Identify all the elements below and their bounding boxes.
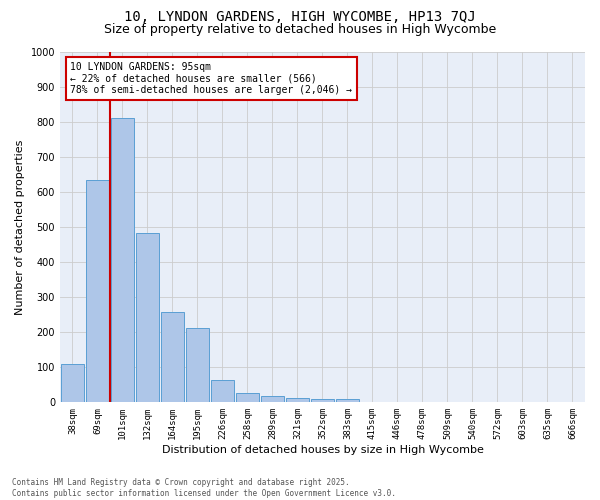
- Bar: [261, 396, 284, 402]
- Text: 10 LYNDON GARDENS: 95sqm
← 22% of detached houses are smaller (566)
78% of semi-: 10 LYNDON GARDENS: 95sqm ← 22% of detach…: [70, 62, 352, 95]
- Bar: [211, 380, 233, 402]
- Bar: [61, 364, 83, 403]
- Y-axis label: Number of detached properties: Number of detached properties: [15, 139, 25, 314]
- Bar: [111, 118, 134, 403]
- Bar: [86, 180, 109, 402]
- Text: 10, LYNDON GARDENS, HIGH WYCOMBE, HP13 7QJ: 10, LYNDON GARDENS, HIGH WYCOMBE, HP13 7…: [124, 10, 476, 24]
- Text: Size of property relative to detached houses in High Wycombe: Size of property relative to detached ho…: [104, 22, 496, 36]
- Bar: [286, 398, 309, 402]
- Bar: [336, 399, 359, 402]
- Bar: [236, 393, 259, 402]
- Bar: [186, 328, 209, 402]
- X-axis label: Distribution of detached houses by size in High Wycombe: Distribution of detached houses by size …: [161, 445, 484, 455]
- Text: Contains HM Land Registry data © Crown copyright and database right 2025.
Contai: Contains HM Land Registry data © Crown c…: [12, 478, 396, 498]
- Bar: [311, 399, 334, 402]
- Bar: [136, 233, 158, 402]
- Bar: [161, 312, 184, 402]
